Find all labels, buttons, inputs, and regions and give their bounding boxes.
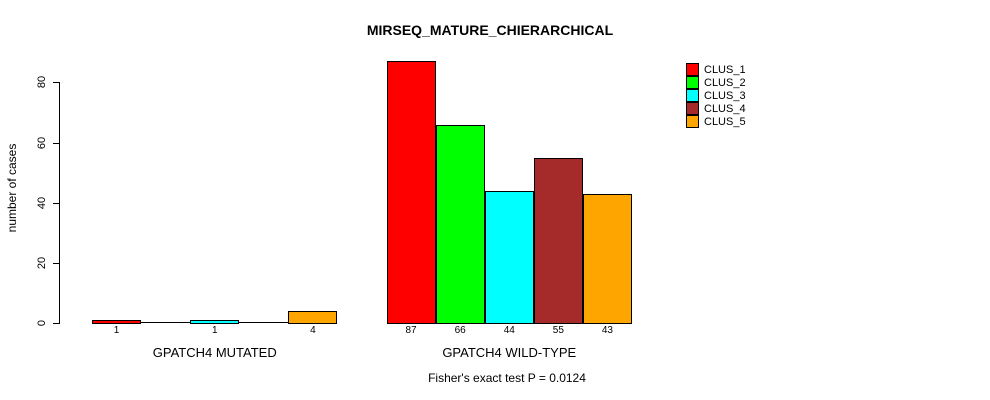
bar-value-label: 66 [454,324,466,336]
bar-value-label: 44 [503,324,515,336]
legend-swatch-clus_2 [686,76,699,89]
legend-swatch-clus_5 [686,115,699,128]
legend-swatch-clus_1 [686,63,699,76]
group-label: GPATCH4 WILD-TYPE [442,344,577,360]
legend-row: CLUS_3 [686,89,746,102]
y-tick-label: 20 [36,256,48,269]
legend-swatch-clus_3 [686,89,699,102]
bar-value-label: 1 [113,324,120,336]
legend-row: CLUS_5 [686,115,746,128]
y-axis-tick [53,323,59,324]
bar-clus_3 [190,320,240,324]
bar-value-label: 1 [211,324,218,336]
y-tick-label: 40 [36,196,48,209]
legend-label: CLUS_5 [704,115,746,128]
y-axis-tick [53,82,59,84]
bar-clus_3 [484,191,534,324]
bar-clus_1 [92,320,141,324]
group-label: GPATCH4 MUTATED [152,344,277,360]
legend-swatch-clus_4 [686,102,699,115]
bar-clus_4 [239,322,289,323]
bar-value-label: 87 [405,324,417,336]
bar-clus_4 [533,158,583,324]
y-axis-label: number of cases [5,143,19,233]
y-tick-label: 60 [36,136,48,149]
legend-row: CLUS_1 [686,63,746,76]
y-tick-label: 80 [36,76,48,89]
chart-title: MIRSEQ_MATURE_CHIERARCHICAL [366,22,614,38]
bar-clus_2 [435,125,485,324]
bar-value-label: 4 [310,324,316,336]
y-axis-line [59,82,60,324]
y-axis-tick [53,202,59,204]
legend-label: CLUS_1 [704,63,746,76]
bar-clus_2 [141,322,191,323]
y-axis-tick [53,262,59,264]
bar-clus_5 [288,311,338,324]
y-axis-tick [53,142,59,144]
legend: CLUS_1 CLUS_2 CLUS_3 CLUS_4 CLUS_5 [686,63,746,128]
legend-row: CLUS_2 [686,76,746,89]
legend-label: CLUS_4 [704,102,746,115]
legend-row: CLUS_4 [686,102,746,115]
bar-clus_1 [386,61,436,324]
y-tick-label: 0 [36,319,48,327]
bar-clus_5 [582,194,632,324]
legend-label: CLUS_2 [704,76,746,89]
bar-value-label: 43 [601,324,613,336]
bar-value-label: 55 [552,324,564,336]
subtitle-pvalue: Fisher's exact test P = 0.0124 [428,371,586,385]
legend-label: CLUS_3 [704,89,746,102]
